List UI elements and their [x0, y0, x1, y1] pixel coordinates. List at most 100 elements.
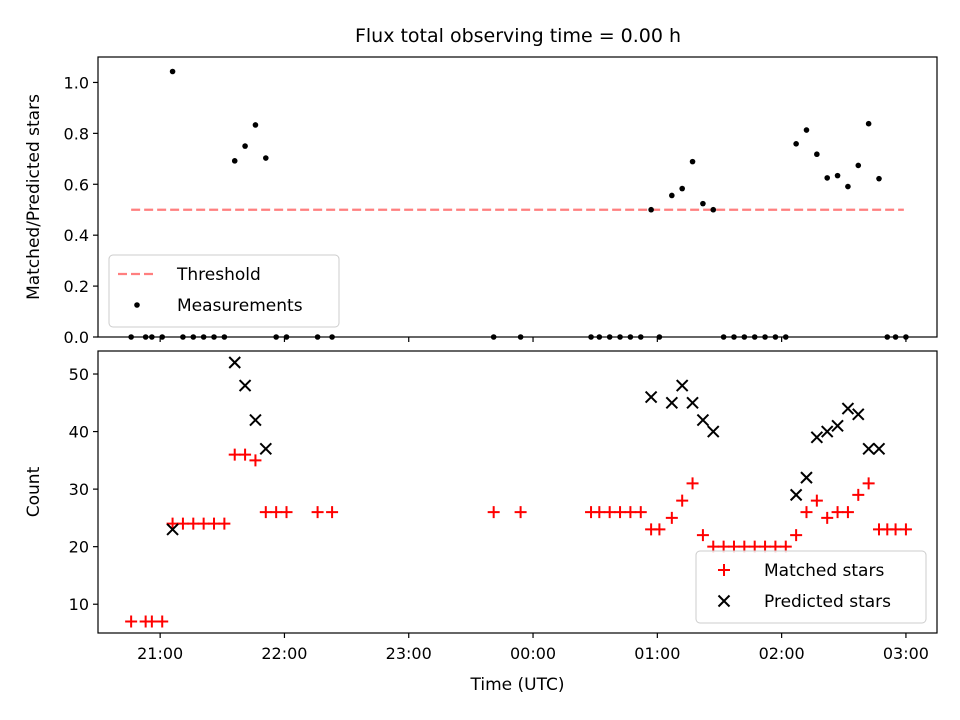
data-point — [669, 192, 675, 199]
data-point — [741, 334, 748, 340]
data-point — [686, 477, 699, 490]
data-point — [603, 506, 616, 519]
data-point — [841, 402, 855, 415]
y-tick-label: 10 — [69, 595, 89, 614]
data-point — [128, 334, 134, 340]
data-point — [710, 206, 717, 213]
data-point — [263, 155, 269, 161]
data-point — [125, 615, 138, 628]
data-point — [329, 334, 335, 340]
data-point — [614, 506, 627, 519]
x-axis-label: Time (UTC) — [470, 675, 565, 695]
data-point — [876, 175, 882, 182]
data-point — [606, 334, 613, 340]
data-point — [845, 183, 851, 190]
data-point — [751, 334, 758, 340]
data-point — [700, 200, 706, 207]
data-point — [707, 425, 720, 438]
y-tick-label: 0.6 — [64, 175, 89, 194]
data-point — [762, 334, 768, 340]
data-point — [892, 334, 899, 340]
x-tick-label: 00:00 — [510, 644, 556, 663]
data-point — [696, 529, 709, 542]
x-tick-label: 21:00 — [137, 644, 183, 663]
legend-swatch — [134, 302, 140, 308]
data-point — [228, 356, 241, 369]
data-point — [259, 442, 273, 456]
legend-label: Matched stars — [764, 561, 884, 581]
data-point — [648, 206, 654, 213]
data-point — [624, 506, 637, 519]
ratio-panel: 0.0 0.2 0.4 0.6 0.8 1.0 Matched/Predicted star… — [24, 56, 938, 347]
data-point — [679, 185, 685, 192]
data-point — [627, 334, 634, 340]
count-ylabel: Count — [24, 466, 44, 517]
y-tick-label: 0.4 — [64, 226, 89, 245]
x-tick-label: 22:00 — [261, 644, 307, 663]
data-point — [821, 511, 834, 524]
data-point — [166, 517, 179, 530]
plot-frame — [97, 56, 938, 338]
data-point — [208, 517, 221, 530]
data-point — [884, 334, 891, 340]
data-point — [280, 506, 293, 519]
data-point — [617, 334, 623, 340]
data-point — [197, 517, 210, 530]
legend-box — [695, 550, 927, 624]
data-point — [731, 334, 737, 340]
matched-predicted-ylabel: Matched/Predicted stars — [24, 94, 44, 300]
data-point — [814, 151, 820, 158]
y-tick-label: 30 — [69, 480, 89, 499]
data-point — [239, 448, 252, 461]
data-point — [696, 413, 710, 427]
data-point — [676, 494, 689, 507]
figure-title: Flux total observing time = 0.00 h — [355, 25, 681, 47]
y-tick-label: 50 — [69, 365, 89, 384]
legend-label: Threshold — [176, 265, 261, 285]
legend-swatch — [718, 564, 730, 576]
data-point — [221, 334, 228, 340]
data-point — [252, 122, 259, 128]
data-point — [824, 175, 831, 181]
y-tick-label: 40 — [69, 423, 89, 442]
data-point — [862, 442, 875, 456]
data-point — [675, 379, 689, 392]
data-point — [145, 615, 158, 628]
data-point — [855, 162, 862, 169]
data-point — [166, 523, 179, 536]
data-point — [270, 506, 283, 519]
data-point — [820, 425, 834, 438]
data-point — [834, 172, 841, 179]
data-point — [644, 390, 658, 404]
data-point — [810, 494, 823, 507]
data-point — [149, 334, 155, 340]
data-point — [596, 334, 603, 340]
data-point — [242, 143, 248, 149]
data-point — [273, 334, 279, 340]
legend-label: Measurements — [177, 296, 303, 316]
data-point — [218, 517, 231, 530]
y-tick-label: 1.0 — [64, 73, 89, 92]
data-point — [665, 396, 679, 410]
data-point — [593, 506, 606, 519]
data-point — [790, 529, 803, 542]
y-tick-label: 0.0 — [64, 328, 89, 347]
data-point — [831, 419, 844, 433]
data-point — [789, 488, 803, 502]
data-point — [803, 127, 810, 133]
y-tick-label: 0.8 — [64, 124, 89, 143]
data-point — [200, 334, 207, 340]
data-point — [180, 334, 186, 340]
data-point — [514, 506, 527, 519]
data-point — [326, 506, 339, 519]
legend-box — [108, 254, 340, 328]
legend-label: Predicted stars — [764, 592, 891, 612]
count-panel: 10 20 30 40 50 21:00 22:00 23:00 00:00 01:00 02:00… — [24, 350, 938, 695]
data-point — [852, 408, 865, 421]
data-point — [862, 477, 875, 490]
data-point — [228, 448, 241, 461]
data-point — [841, 506, 854, 519]
data-point — [865, 120, 872, 127]
data-point — [634, 506, 647, 519]
data-point — [772, 334, 779, 340]
